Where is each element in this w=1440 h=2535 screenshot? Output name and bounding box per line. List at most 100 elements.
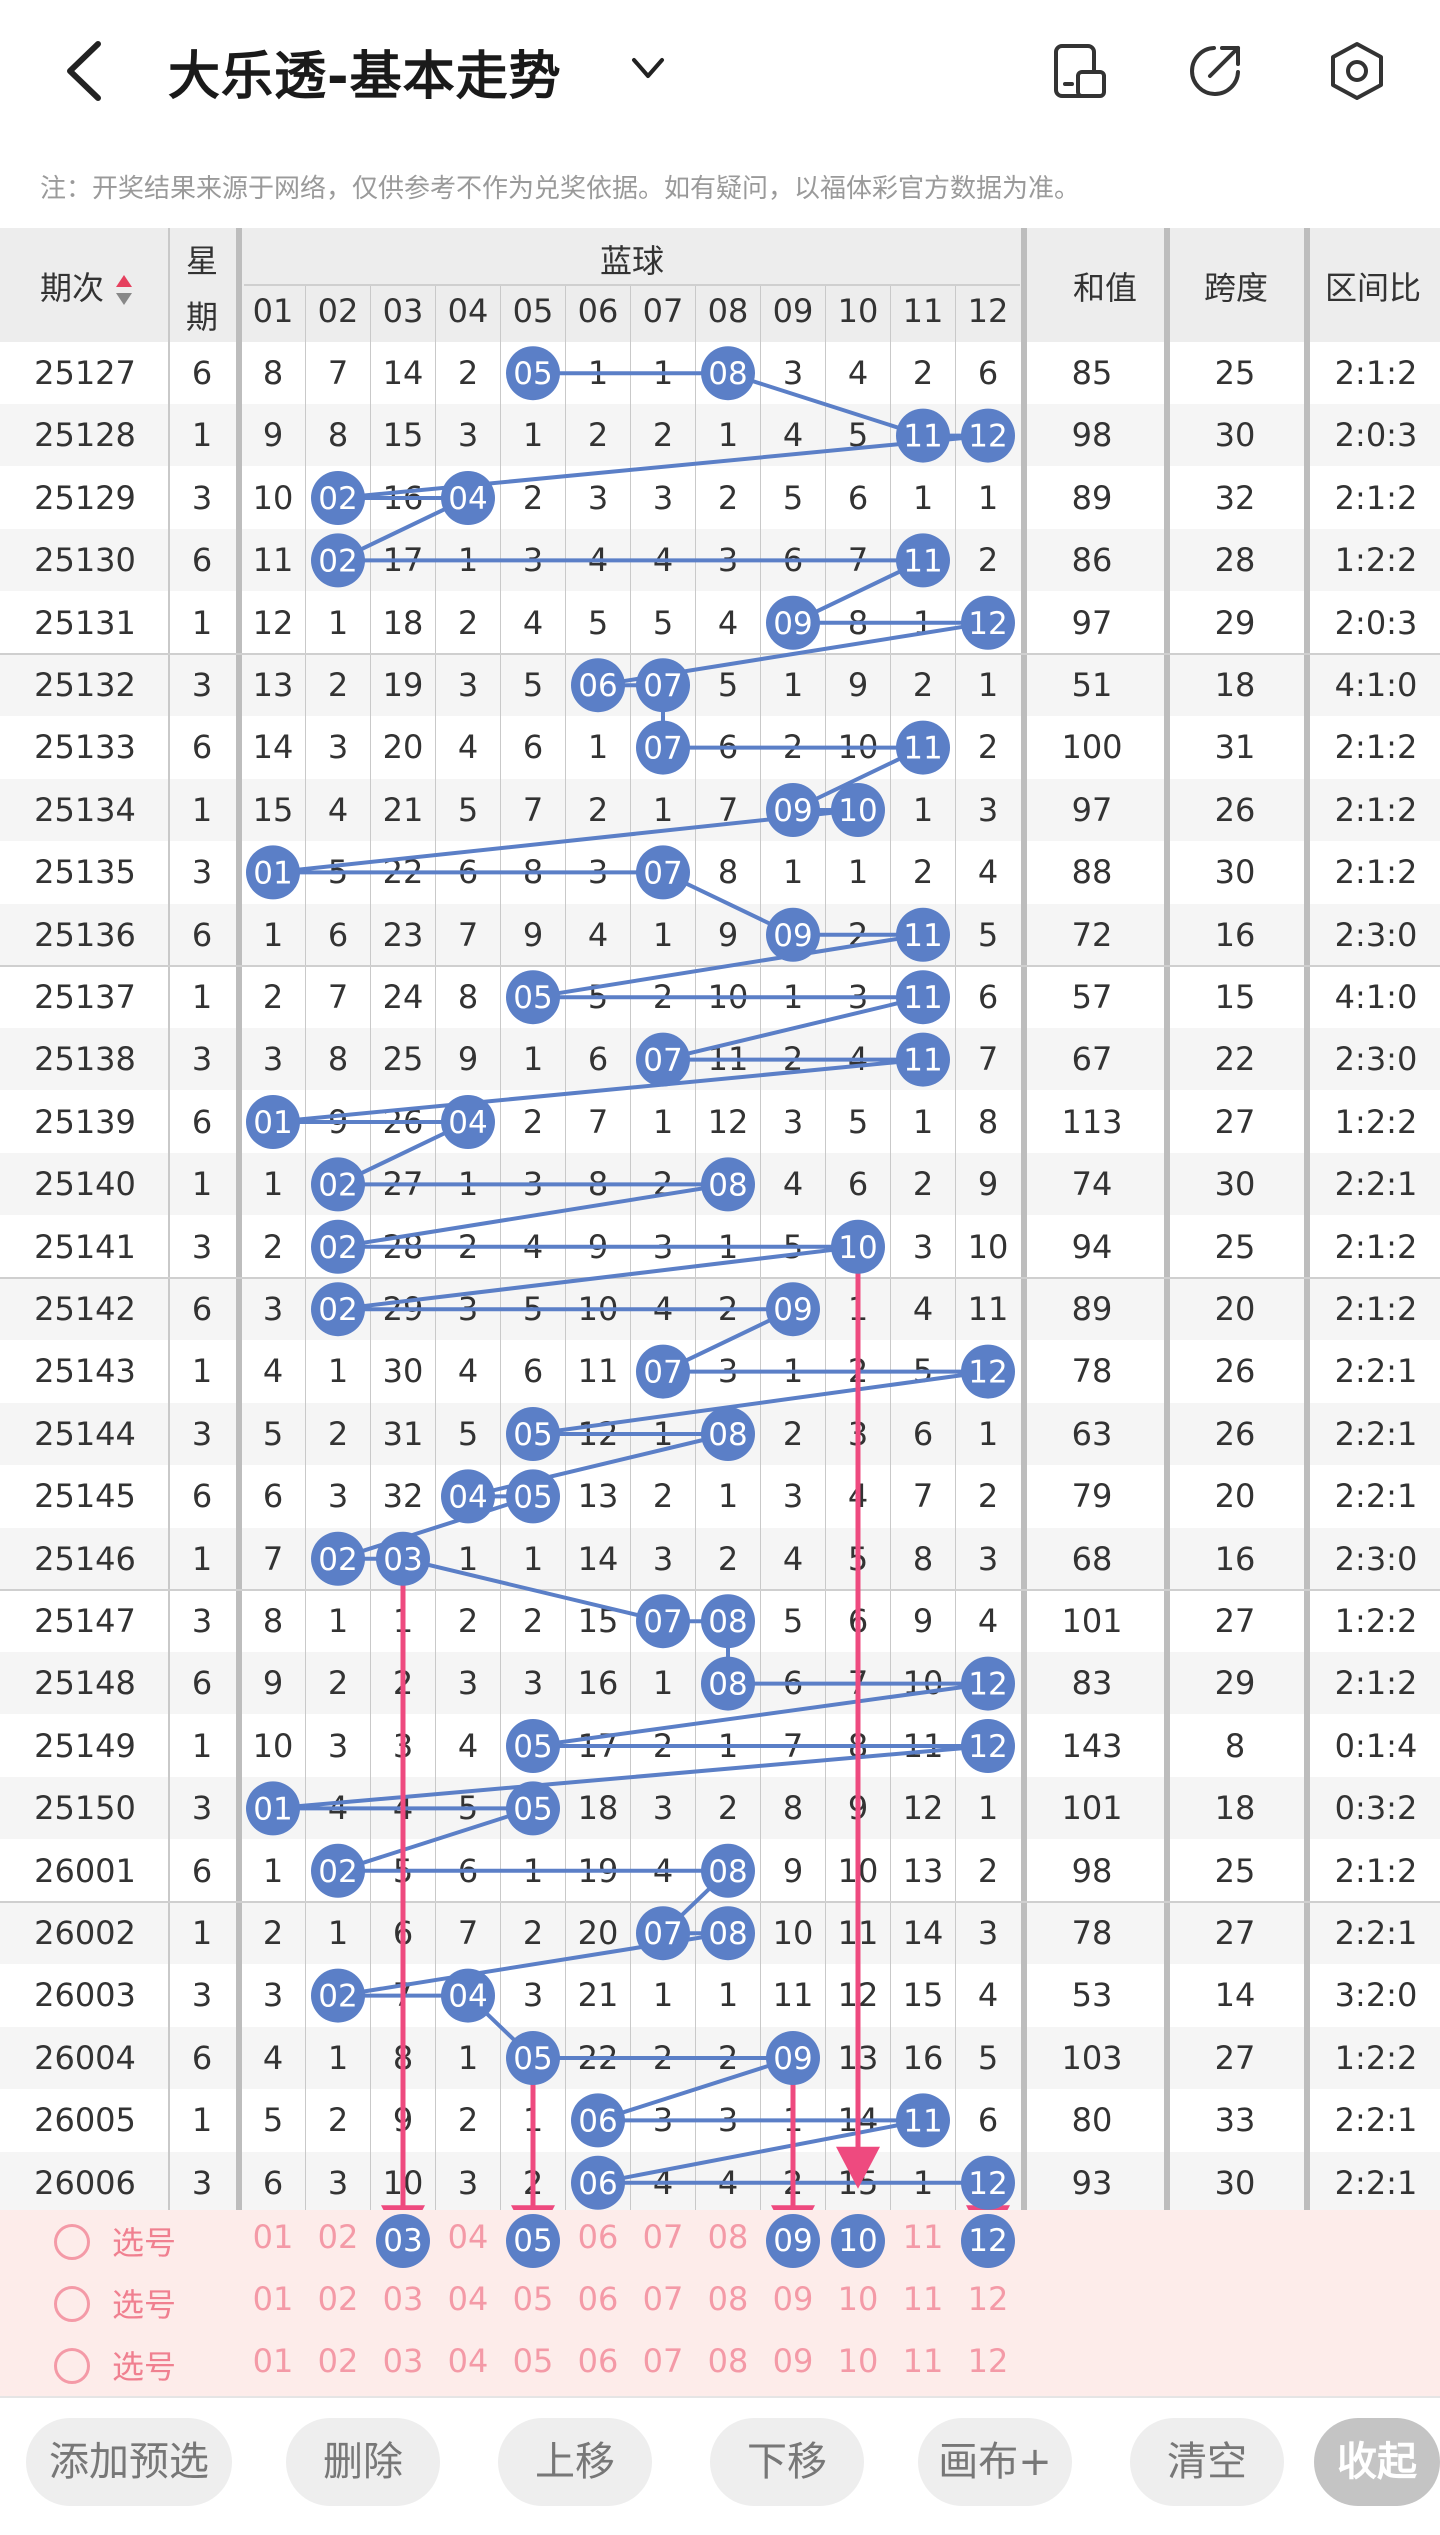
page-title[interactable]: 大乐透-基本走势 <box>168 47 562 107</box>
blue-ball <box>961 2155 1015 2210</box>
selected-ball[interactable]: 09 <box>766 2214 820 2268</box>
omission-cell: 4 <box>457 1352 479 1391</box>
select-number[interactable]: 08 <box>707 2218 749 2256</box>
select-number[interactable]: 02 <box>317 2280 359 2318</box>
blue-ball-number: 11 <box>903 2103 942 2139</box>
omission-cell: 8 <box>262 1602 284 1640</box>
omission-cell: 4 <box>522 603 544 642</box>
blue-ball <box>831 1219 885 1274</box>
select-number[interactable]: 05 <box>512 2342 554 2380</box>
select-number[interactable]: 03 <box>382 2280 424 2318</box>
select-number[interactable]: 08 <box>707 2280 749 2318</box>
select-number[interactable]: 06 <box>577 2280 619 2318</box>
select-number[interactable]: 06 <box>577 2218 619 2256</box>
select-number[interactable]: 07 <box>642 2218 684 2256</box>
blue-ball-number: 07 <box>643 1604 682 1640</box>
sum-column-header[interactable]: 和值 <box>1072 269 1137 307</box>
blue-ball-number: 09 <box>773 606 812 642</box>
weekday-cell: 3 <box>191 2163 213 2202</box>
select-number[interactable]: 01 <box>252 2218 294 2256</box>
select-label: 选号 <box>112 2348 177 2386</box>
omission-cell: 13 <box>902 1851 944 1890</box>
sum-cell: 57 <box>1071 978 1113 1016</box>
settings-hexagon-icon[interactable] <box>1326 40 1388 102</box>
select-number[interactable]: 12 <box>967 2280 1009 2318</box>
selected-ball[interactable]: 03 <box>376 2214 430 2268</box>
select-number[interactable]: 02 <box>317 2218 359 2256</box>
blue-ball <box>636 1906 690 1961</box>
blue-ball-number: 11 <box>903 918 942 954</box>
ratio-cell: 1:2:2 <box>1334 541 1418 580</box>
omission-cell: 2 <box>262 1227 284 1266</box>
weekday-cell: 6 <box>191 354 213 392</box>
issue-cell: 26005 <box>34 2101 136 2140</box>
blue-ball <box>961 1719 1015 1773</box>
blue-ball <box>441 1968 495 2023</box>
omission-cell: 9 <box>847 666 869 704</box>
select-radio[interactable] <box>54 2224 90 2260</box>
select-number[interactable]: 10 <box>837 2342 879 2380</box>
select-number[interactable]: 11 <box>902 2218 944 2256</box>
ratio-cell: 2:2:1 <box>1334 2101 1418 2140</box>
blue-ball <box>701 1407 755 1461</box>
select-number[interactable]: 11 <box>902 2342 944 2380</box>
selected-ball[interactable]: 10 <box>831 2214 885 2268</box>
phone-rotate-icon[interactable] <box>1048 40 1110 102</box>
blue-ball <box>571 2093 625 2148</box>
select-number[interactable]: 02 <box>317 2342 359 2380</box>
omission-cell: 2 <box>522 1602 544 1640</box>
chevron-down-icon[interactable] <box>628 48 668 88</box>
delete-button[interactable]: 删除 <box>286 2418 440 2506</box>
omission-cell: 2 <box>522 478 544 517</box>
selected-ball[interactable]: 05 <box>506 2214 560 2268</box>
blue-ball <box>961 408 1015 463</box>
select-number[interactable]: 11 <box>902 2280 944 2318</box>
select-number[interactable]: 01 <box>252 2342 294 2380</box>
select-number[interactable]: 04 <box>447 2218 489 2256</box>
blue-ball <box>506 346 560 401</box>
omission-cell: 3 <box>587 478 609 517</box>
blue-ball <box>636 1344 690 1399</box>
blue-ball-number: 01 <box>253 1791 292 1827</box>
select-label: 选号 <box>112 2286 177 2324</box>
collapse-button[interactable]: 收起 <box>1314 2418 1440 2506</box>
blue-ball <box>311 533 365 588</box>
select-number[interactable]: 04 <box>447 2342 489 2380</box>
move-down-button[interactable]: 下移 <box>710 2418 864 2506</box>
select-number[interactable]: 07 <box>642 2280 684 2318</box>
weekday-cell: 1 <box>191 1352 213 1391</box>
select-number[interactable]: 09 <box>772 2280 814 2318</box>
blue-ball <box>441 1469 495 1524</box>
canvas-plus-button[interactable]: 画布+ <box>918 2418 1072 2506</box>
select-number[interactable]: 06 <box>577 2342 619 2380</box>
select-number[interactable]: 07 <box>642 2342 684 2380</box>
issue-column-header[interactable]: 期次 <box>40 263 134 309</box>
omission-cell: 32 <box>382 1477 424 1516</box>
select-radio[interactable] <box>54 2286 90 2322</box>
blue-ball-number: 02 <box>318 1854 357 1890</box>
selected-ball[interactable]: 12 <box>961 2214 1015 2268</box>
ratio-column-header[interactable]: 区间比 <box>1324 269 1421 307</box>
select-number[interactable]: 12 <box>967 2342 1009 2380</box>
share-icon[interactable] <box>1184 40 1246 102</box>
select-number[interactable]: 10 <box>837 2280 879 2318</box>
chevron-left-icon[interactable] <box>60 38 110 104</box>
select-number[interactable]: 05 <box>512 2280 554 2318</box>
select-number[interactable]: 09 <box>772 2342 814 2380</box>
omission-cell: 1 <box>262 1851 284 1890</box>
blue-ball <box>636 1032 690 1087</box>
select-number[interactable]: 03 <box>382 2342 424 2380</box>
move-up-button[interactable]: 上移 <box>498 2418 652 2506</box>
weekday-header-top: 星 <box>185 242 218 280</box>
sort-icon[interactable] <box>114 271 134 309</box>
span-column-header[interactable]: 跨度 <box>1203 269 1268 307</box>
select-radio[interactable] <box>54 2348 90 2384</box>
select-number[interactable]: 01 <box>252 2280 294 2318</box>
clear-button[interactable]: 清空 <box>1130 2418 1284 2506</box>
add-preselect-button[interactable]: 添加预选 <box>26 2418 232 2506</box>
blue-ball-number: 04 <box>448 481 487 517</box>
omission-cell: 3 <box>977 1914 999 1952</box>
select-number[interactable]: 04 <box>447 2280 489 2318</box>
omission-cell: 7 <box>587 1102 609 1141</box>
select-number[interactable]: 08 <box>707 2342 749 2380</box>
